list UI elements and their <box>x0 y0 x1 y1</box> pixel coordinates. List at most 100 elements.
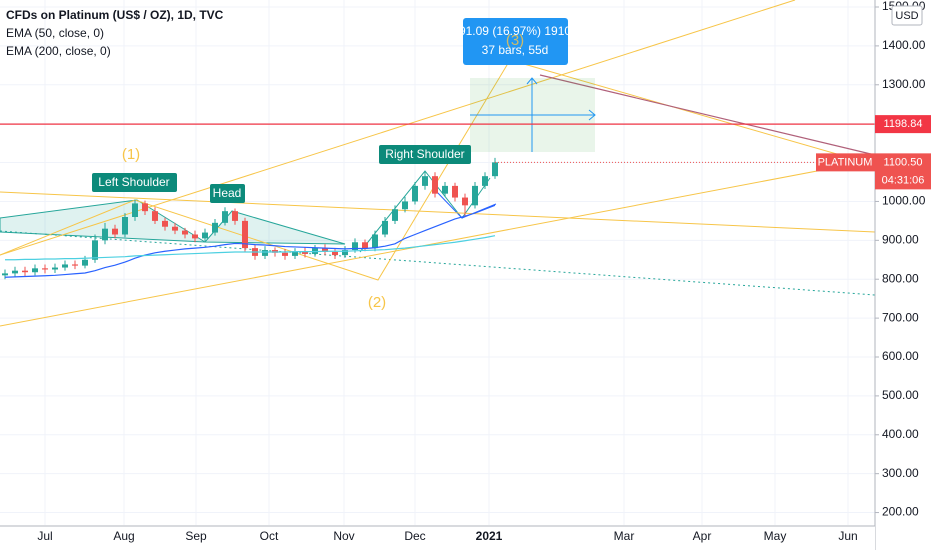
pattern-label-box <box>92 173 177 192</box>
candle-body <box>12 270 18 274</box>
candle-body <box>472 185 478 206</box>
legend-entry: EMA (200, close, 0) <box>6 44 111 58</box>
candle-body <box>142 203 148 212</box>
candle-body <box>232 211 238 221</box>
x-tick-label: Jul <box>37 529 52 543</box>
chart-title: CFDs on Platinum (US$ / OZ), 1D, TVC <box>6 8 224 22</box>
candle-body <box>492 162 498 177</box>
measure-text: 37 bars, 55d <box>482 43 549 57</box>
head-triangle <box>203 210 346 245</box>
candle-body <box>382 220 388 235</box>
marks <box>0 123 875 280</box>
drawings <box>0 0 876 327</box>
candle-body <box>112 228 118 235</box>
x-tick-label: Mar <box>614 529 635 543</box>
pattern-label: Left Shoulder <box>98 175 169 189</box>
candle-body <box>102 228 108 241</box>
candle-body <box>362 242 368 249</box>
y-tick-label: 400.00 <box>882 427 919 441</box>
trend-line <box>539 74 876 156</box>
candle-body <box>92 240 98 260</box>
x-tick-label: May <box>764 529 787 543</box>
price-label-box <box>875 115 931 134</box>
candle-body <box>192 234 198 239</box>
pattern-label-box <box>379 145 471 164</box>
x-tick-label: Apr <box>693 529 712 543</box>
price-axis <box>875 0 932 550</box>
labels: Left Shoulder Head Right Shoulder (1) (2… <box>92 18 578 311</box>
y-tick-label: 500.00 <box>882 388 919 402</box>
candle-body <box>22 270 28 273</box>
candle-body <box>122 217 128 235</box>
right-shoulder-lines <box>434 189 497 219</box>
x-tick-label: Sep <box>185 529 207 543</box>
candle-body <box>132 203 138 217</box>
currency: USD <box>895 10 918 22</box>
pattern-label: Head <box>213 186 242 200</box>
candle-body <box>462 197 468 206</box>
y-tick-label: 800.00 <box>882 271 919 285</box>
candle-body <box>392 209 398 221</box>
y-tick-label: 1000.00 <box>882 194 926 208</box>
candle-body <box>482 176 488 186</box>
candle-body <box>282 252 288 256</box>
candle-body <box>2 273 8 276</box>
price-label: 1198.84 <box>884 118 923 130</box>
wave-label: (2) <box>368 294 386 311</box>
candle-body <box>72 264 78 266</box>
trend-line <box>0 191 876 233</box>
y-tick-label: 200.00 <box>882 505 919 519</box>
candle-body <box>332 252 338 256</box>
candle-body <box>412 185 418 202</box>
candle-body <box>432 176 438 194</box>
candle-body <box>342 250 348 256</box>
candle-body <box>202 232 208 239</box>
axis-labels: 200.00 300.00 400.00 500.00 600.00 700.00 800.… <box>37 0 931 543</box>
candle-body <box>182 230 188 235</box>
pattern-label-box <box>210 184 245 203</box>
candle-body <box>352 242 358 251</box>
ema-line <box>4 204 496 278</box>
last-price-name-box <box>816 153 875 172</box>
x-tick-label: Nov <box>333 529 354 543</box>
candle-body <box>222 211 228 223</box>
candle-body <box>242 220 248 249</box>
time-axis <box>0 526 875 550</box>
candle-body <box>52 267 58 270</box>
measure-arrow <box>588 109 596 121</box>
wave-label: (1) <box>122 146 140 163</box>
candle-body <box>82 259 88 266</box>
measure-text: 191.09 (16.97%) 19109 <box>452 24 578 38</box>
candle-body <box>292 251 298 256</box>
legend: CFDs on Platinum (US$ / OZ), 1D, TVC EMA… <box>6 8 224 58</box>
x-tick-label: 2021 <box>476 529 503 543</box>
candle-body <box>62 264 68 268</box>
last-price-name: PLATINUM <box>818 156 873 168</box>
x-tick-label: Aug <box>113 529 134 543</box>
neckline <box>0 230 876 296</box>
currency-box <box>891 5 923 26</box>
y-tick-label: 600.00 <box>882 349 919 363</box>
x-tick-label: Jun <box>838 529 857 543</box>
candle-body <box>32 268 38 273</box>
y-tick-label: 900.00 <box>882 233 919 247</box>
last-price-box <box>875 153 931 190</box>
trend-line <box>0 159 876 327</box>
y-tick-label: 1300.00 <box>882 77 926 91</box>
pattern-label: Right Shoulder <box>385 147 464 161</box>
countdown: 04:31:06 <box>882 174 925 186</box>
candle-body <box>172 226 178 231</box>
measure-tooltip <box>463 18 568 65</box>
candle-body <box>152 211 158 221</box>
wave-label: (3) <box>506 32 524 49</box>
candle-body <box>402 201 408 210</box>
last-price-label: 1100.50 <box>884 156 923 168</box>
candle-body <box>442 185 448 194</box>
x-tick-label: Dec <box>404 529 425 543</box>
candle-body <box>162 220 168 227</box>
measure-arrow <box>526 77 538 85</box>
wave-line <box>0 59 876 281</box>
legend-entry: EMA (50, close, 0) <box>6 26 104 40</box>
